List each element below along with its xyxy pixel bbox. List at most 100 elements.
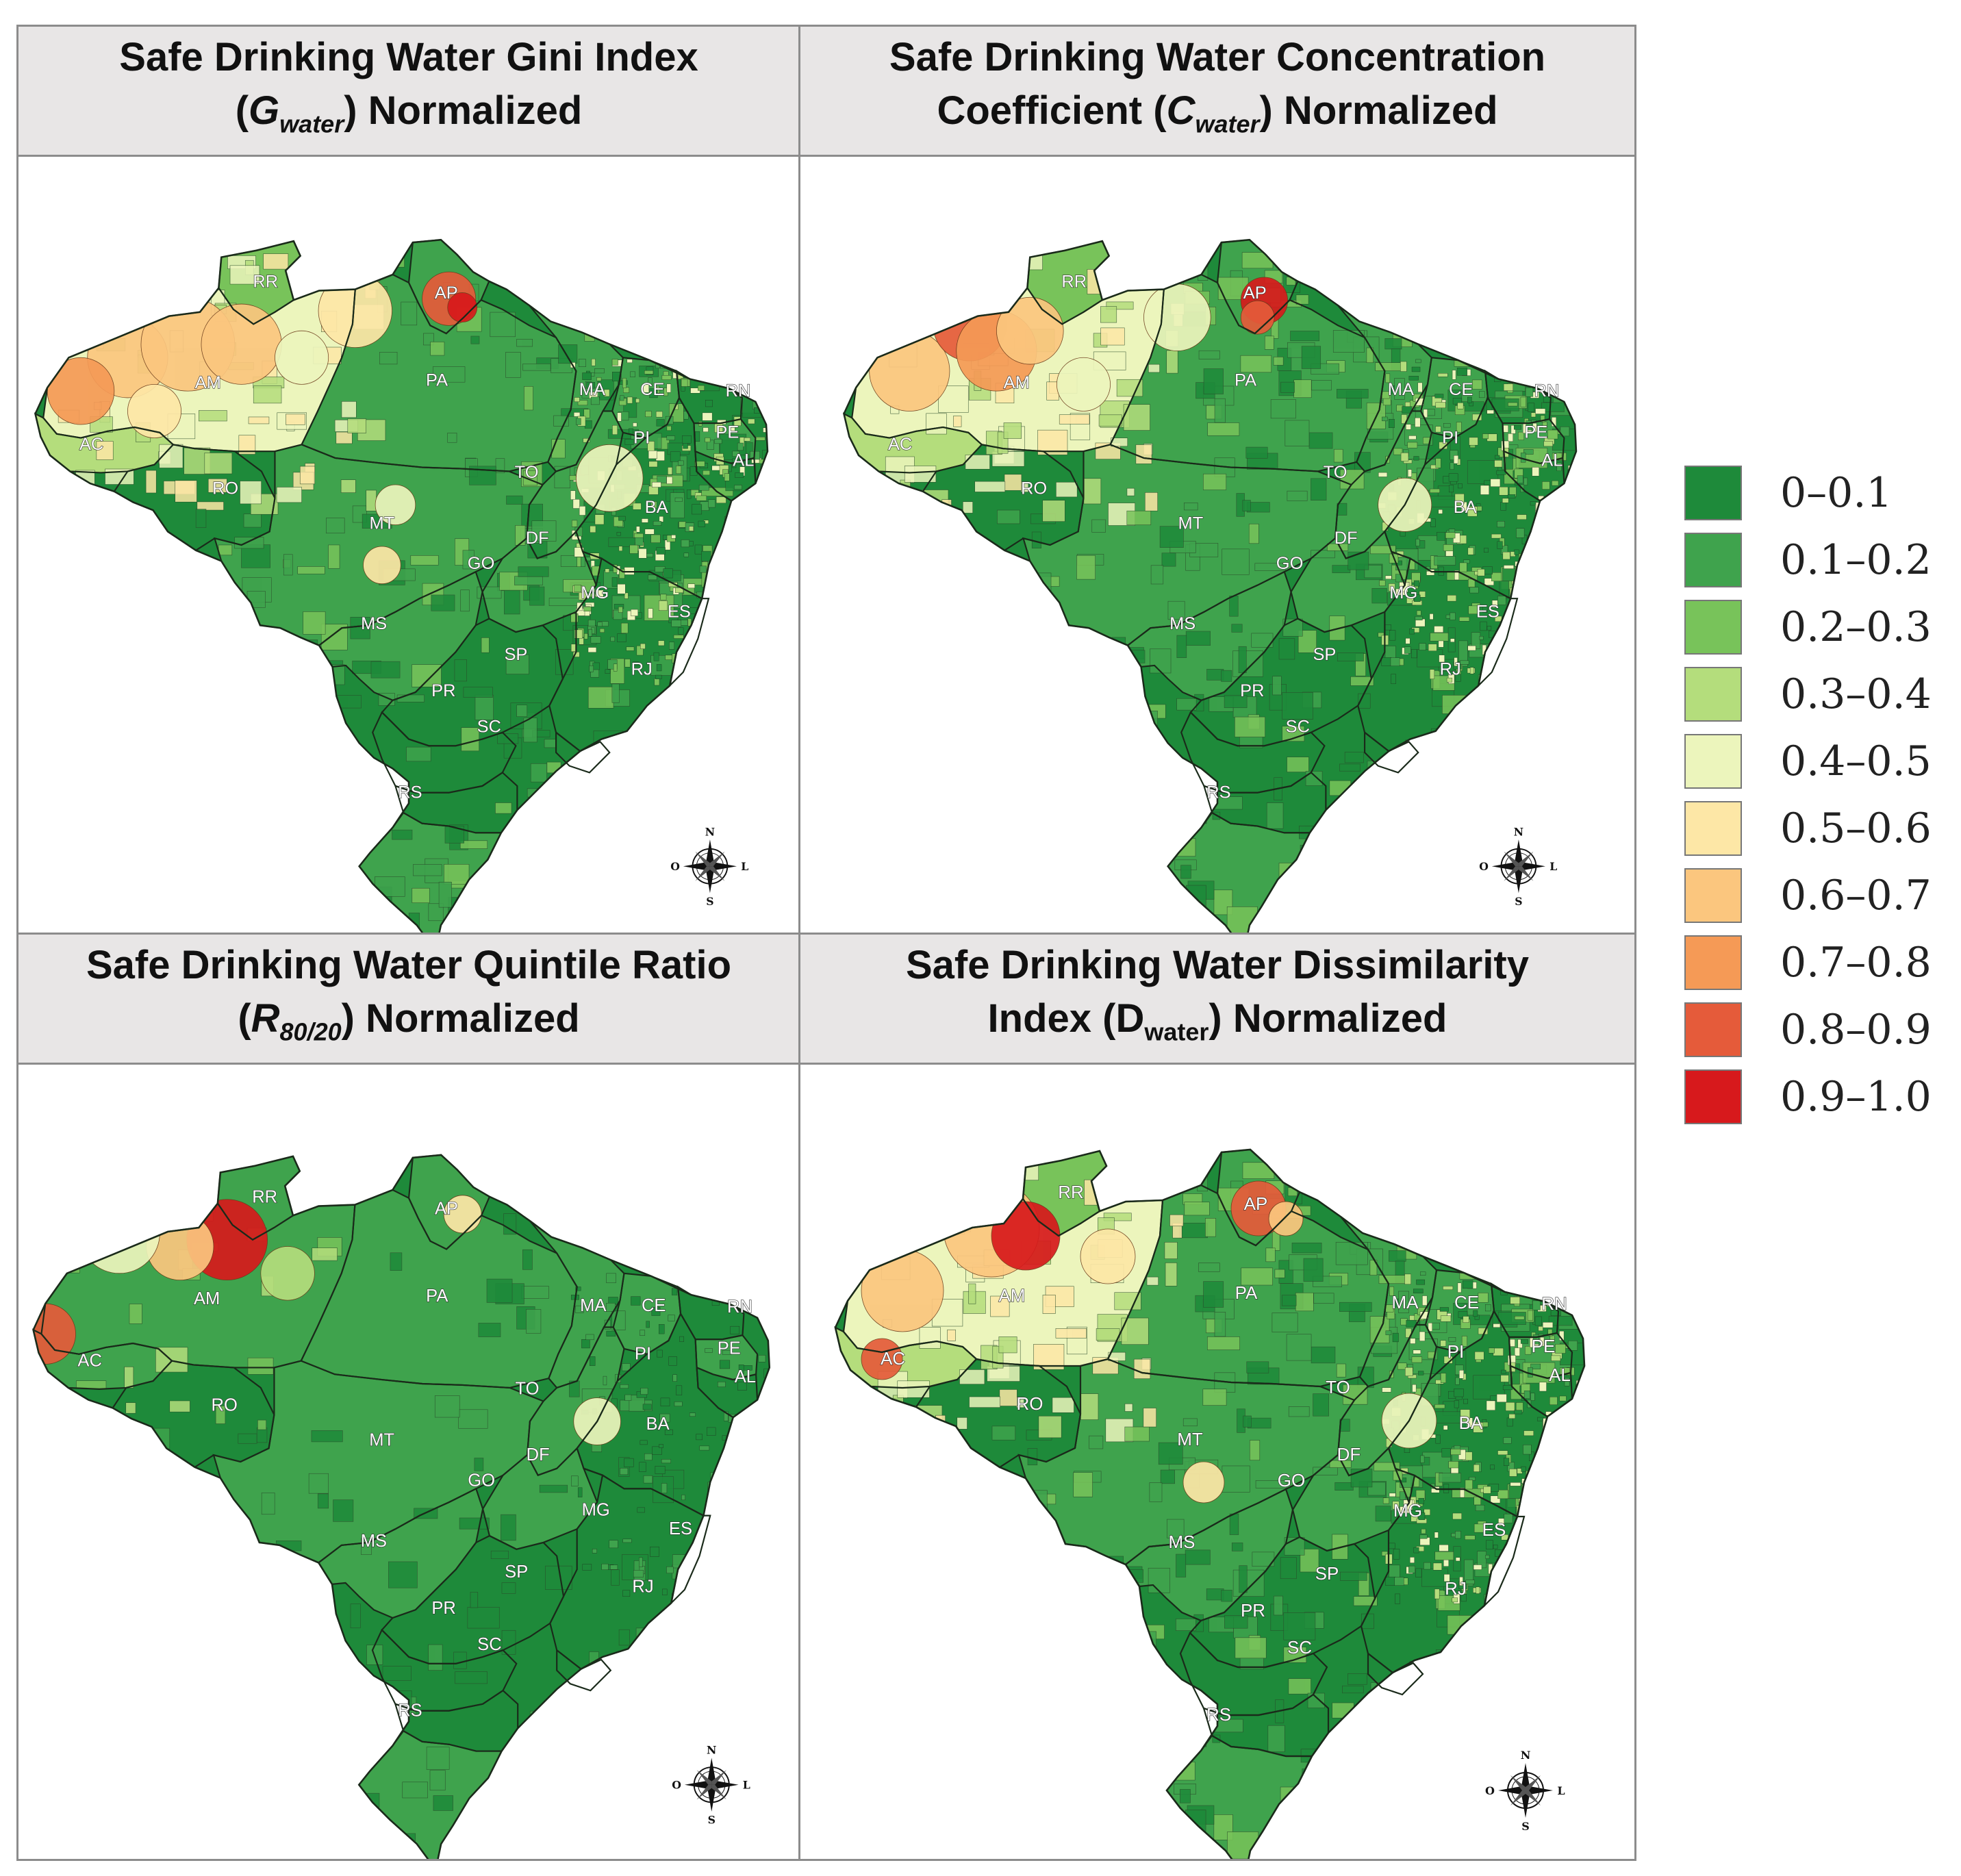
- municipality-cell: [246, 591, 266, 608]
- municipality-cell: [1529, 1281, 1536, 1289]
- municipality-cell: [1389, 1286, 1394, 1296]
- municipality-cell: [1413, 456, 1419, 461]
- municipality-cell: [1526, 420, 1532, 431]
- municipality-cell: [598, 910, 629, 928]
- municipality-cell: [1037, 1676, 1048, 1694]
- municipality-cell: [1565, 486, 1573, 496]
- municipality-cell: [238, 1433, 257, 1444]
- municipality-cell: [878, 1736, 911, 1753]
- compass-east-label: L: [743, 1779, 750, 1792]
- municipality-cell: [470, 335, 480, 344]
- municipality-cell: [744, 589, 750, 598]
- municipality-cell: [118, 851, 144, 862]
- municipality-cell: [63, 333, 71, 345]
- panel-title-post: ) Normalized: [1259, 88, 1498, 133]
- municipality-cell: [1454, 1389, 1464, 1397]
- municipality-cell: [1540, 1336, 1545, 1347]
- municipality-cell: [1106, 301, 1134, 310]
- municipality-cell: [1483, 1486, 1491, 1494]
- municipality-cell: [974, 481, 1006, 492]
- municipality-cell: [944, 1206, 971, 1232]
- municipality-cell: [728, 631, 737, 637]
- municipality-cell: [347, 911, 362, 924]
- municipality-cell: [743, 1517, 750, 1526]
- municipality-cell: [885, 1632, 906, 1643]
- municipality-cell: [1459, 1370, 1464, 1379]
- municipality-cell: [574, 585, 582, 592]
- municipality-cell: [303, 766, 321, 779]
- municipality-cell: [1126, 510, 1152, 525]
- municipality-cell: [666, 383, 671, 393]
- state-label-ap: AP: [1244, 1193, 1268, 1214]
- municipality-cell: [678, 460, 684, 466]
- municipality-cell: [1469, 667, 1474, 674]
- municipality-cell: [1107, 1681, 1132, 1703]
- municipality-cell: [755, 576, 761, 581]
- municipality-cell: [1560, 427, 1570, 437]
- municipality-cell: [924, 268, 934, 295]
- state-label-al: AL: [1549, 1365, 1571, 1385]
- state-label-am: AM: [194, 1289, 220, 1308]
- municipality-cell: [85, 576, 107, 589]
- municipality-cell: [713, 571, 721, 581]
- municipality-cell: [1415, 359, 1421, 364]
- municipality-cell: [860, 1823, 891, 1846]
- municipality-cell: [987, 1366, 1020, 1382]
- state-label-mg: MG: [582, 1501, 610, 1520]
- municipality-cell: [1377, 763, 1410, 774]
- compass-north-label: N: [1514, 825, 1523, 838]
- municipality-cell: [692, 504, 703, 515]
- municipality-cell: [750, 647, 757, 655]
- municipality-cell: [1415, 538, 1420, 546]
- municipality-cell: [431, 594, 455, 611]
- municipality-cell: [627, 396, 633, 404]
- municipality-cell: [1456, 368, 1467, 376]
- municipality-cell: [379, 351, 398, 365]
- state-label-pr: PR: [1240, 681, 1264, 700]
- municipality-cell: [1104, 1711, 1124, 1732]
- municipality-cell: [870, 1788, 892, 1814]
- municipality-cell: [655, 794, 675, 813]
- municipality-cell: [1500, 1375, 1509, 1382]
- high-inequality-area: [447, 292, 478, 322]
- municipality-cell: [51, 572, 71, 589]
- state-label-ac: AC: [79, 435, 103, 454]
- municipality-cell: [430, 342, 445, 356]
- municipality-cell: [599, 628, 605, 633]
- municipality-cell: [1547, 429, 1558, 440]
- municipality-cell: [1395, 919, 1410, 928]
- municipality-cell: [681, 1495, 685, 1501]
- municipality-cell: [1514, 425, 1521, 430]
- municipality-cell: [736, 622, 762, 646]
- municipality-cell: [649, 388, 658, 398]
- municipality-cell: [1565, 551, 1574, 558]
- municipality-cell: [1333, 448, 1343, 463]
- municipality-cell: [1523, 477, 1528, 485]
- municipality-cell: [1437, 1168, 1445, 1187]
- legend-swatch: [1684, 600, 1742, 655]
- municipality-cell: [863, 252, 872, 268]
- municipality-cell: [1489, 1465, 1495, 1470]
- municipality-cell: [370, 661, 401, 679]
- municipality-cell: [1337, 503, 1348, 516]
- municipality-cell: [1379, 580, 1386, 586]
- municipality-cell: [1454, 1400, 1459, 1408]
- municipality-cell: [1429, 1831, 1440, 1849]
- municipality-cell: [882, 283, 906, 292]
- municipality-cell: [1001, 1488, 1023, 1507]
- municipality-cell: [1547, 583, 1555, 594]
- municipality-cell: [1525, 1563, 1532, 1569]
- state-label-ro: RO: [212, 1395, 238, 1415]
- municipality-cell: [123, 1174, 136, 1198]
- country-border: [834, 1148, 1586, 1859]
- municipality-cell: [256, 1428, 268, 1443]
- municipality-cell: [947, 1329, 956, 1341]
- municipality-cell: [1534, 622, 1545, 633]
- municipality-cell: [1557, 494, 1563, 503]
- state-label-rr: RR: [252, 1188, 277, 1207]
- municipality-cell: [1555, 1478, 1562, 1484]
- municipality-cell: [718, 663, 726, 670]
- municipality-cell: [505, 352, 521, 378]
- municipality-cell: [670, 257, 700, 265]
- municipality-cell: [401, 301, 418, 326]
